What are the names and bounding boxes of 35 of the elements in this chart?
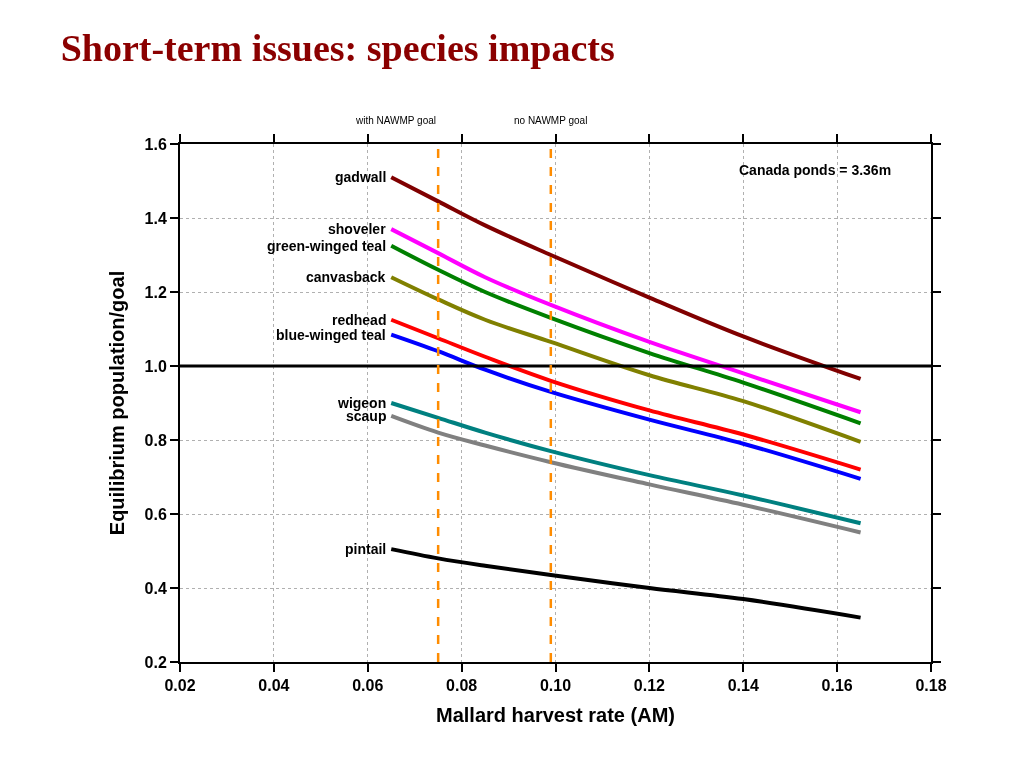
series-label: gadwall: [335, 169, 387, 185]
series-label: wigeon: [337, 395, 387, 411]
y-tick-label: 0.8: [144, 431, 167, 449]
series-label: pintail: [345, 541, 387, 557]
series-label: canvasback: [306, 269, 386, 285]
line-series: [389, 275, 863, 444]
line-series: [389, 547, 863, 620]
y-tick-label: 0.2: [144, 653, 167, 671]
x-axis-title: Mallard harvest rate (AM): [436, 704, 675, 727]
y-tick-label: 0.4: [144, 579, 167, 597]
x-tick-label: 0.06: [352, 677, 384, 695]
series-label: redhead: [332, 312, 387, 328]
x-tick-label: 0.04: [258, 677, 290, 695]
x-tick-label: 0.08: [446, 677, 478, 695]
ref-line-label: with NAWMP goal: [355, 115, 437, 126]
chart-title: Short-term issues: species impacts: [60, 26, 615, 69]
y-tick-label: 1.0: [144, 357, 167, 375]
x-tick-label: 0.10: [539, 677, 572, 695]
series-label: green-winged teal: [267, 238, 387, 254]
x-tick-label: 0.16: [821, 677, 853, 695]
ref-line-label: no NAWMP goal: [514, 115, 588, 126]
y-tick-label: 1.2: [144, 283, 167, 301]
y-axis-title: Equilibrium population/goal: [105, 270, 128, 536]
x-tick-label: 0.18: [915, 677, 947, 695]
y-tick-label: 1.6: [144, 135, 167, 153]
x-tick-label: 0.02: [164, 677, 196, 695]
y-tick-label: 0.6: [144, 505, 167, 523]
line-series: [389, 401, 863, 526]
annotation: Canada ponds = 3.36m: [739, 162, 892, 178]
line-series: [389, 413, 863, 535]
x-tick-label: 0.12: [633, 677, 666, 695]
series-label: shoveler: [328, 221, 387, 237]
x-tick-label: 0.14: [727, 677, 759, 695]
y-tick-label: 1.4: [144, 209, 167, 227]
series-label: blue-winged teal: [276, 327, 386, 343]
